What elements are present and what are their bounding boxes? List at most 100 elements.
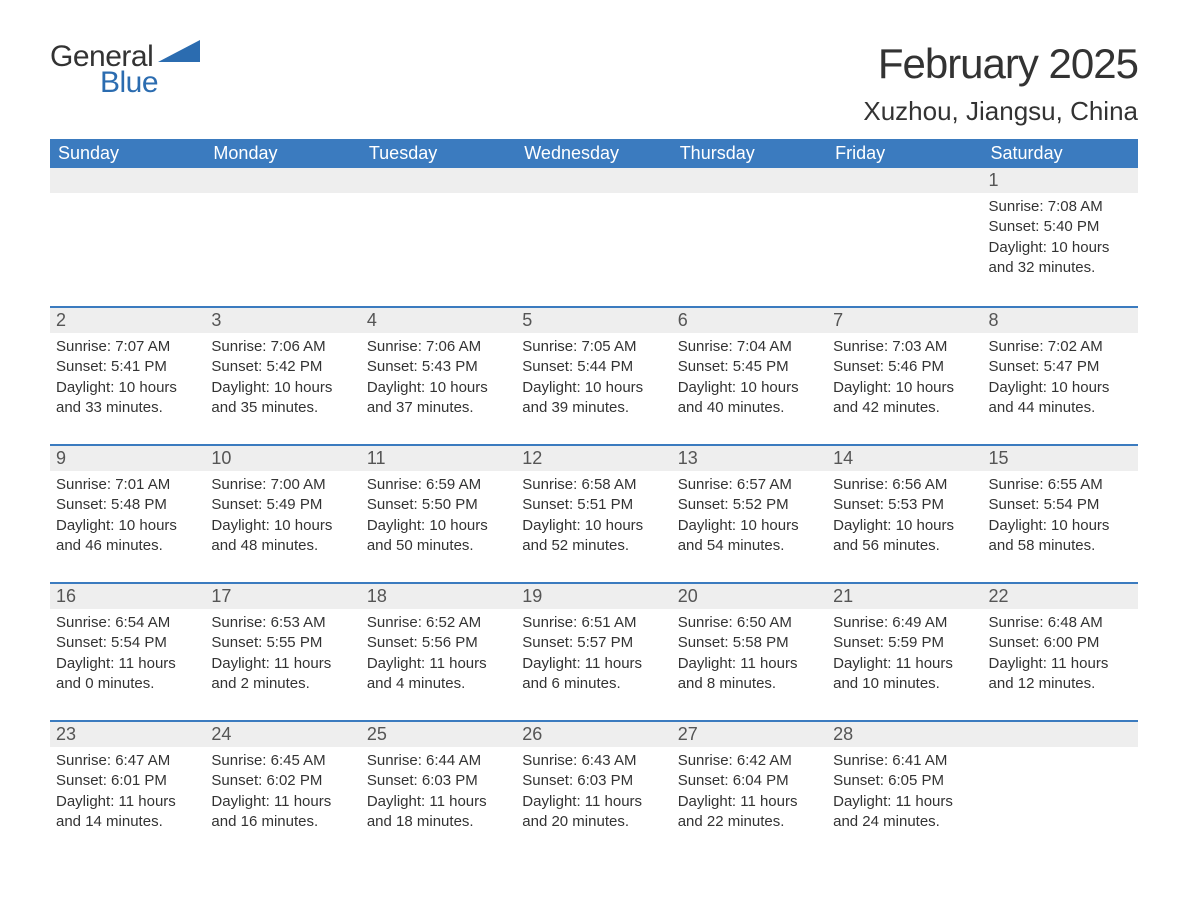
daylight-line: Daylight: 10 hours and 50 minutes. bbox=[367, 516, 510, 557]
daylight-line: Daylight: 11 hours and 6 minutes. bbox=[522, 654, 665, 695]
daylight-line: Daylight: 10 hours and 52 minutes. bbox=[522, 516, 665, 557]
day-body: Sunrise: 6:48 AMSunset: 6:00 PMDaylight:… bbox=[983, 609, 1138, 694]
day-number-row: 15 bbox=[983, 444, 1138, 471]
calendar-day-cell bbox=[361, 168, 516, 306]
sunrise-line: Sunrise: 7:04 AM bbox=[678, 337, 821, 357]
sunrise-line: Sunrise: 6:48 AM bbox=[989, 613, 1132, 633]
day-number: 12 bbox=[516, 446, 671, 471]
calendar-day-cell: 20Sunrise: 6:50 AMSunset: 5:58 PMDayligh… bbox=[672, 582, 827, 720]
sunset-line: Sunset: 6:02 PM bbox=[211, 771, 354, 791]
sunrise-line: Sunrise: 6:55 AM bbox=[989, 475, 1132, 495]
sunset-line: Sunset: 5:57 PM bbox=[522, 633, 665, 653]
daylight-line: Daylight: 11 hours and 12 minutes. bbox=[989, 654, 1132, 695]
day-number-row: 27 bbox=[672, 720, 827, 747]
calendar-day-cell: 13Sunrise: 6:57 AMSunset: 5:52 PMDayligh… bbox=[672, 444, 827, 582]
sunset-line: Sunset: 5:58 PM bbox=[678, 633, 821, 653]
calendar-day-cell: 9Sunrise: 7:01 AMSunset: 5:48 PMDaylight… bbox=[50, 444, 205, 582]
calendar-day-cell bbox=[672, 168, 827, 306]
day-number: 15 bbox=[983, 446, 1138, 471]
sunrise-line: Sunrise: 6:41 AM bbox=[833, 751, 976, 771]
calendar-day-cell: 10Sunrise: 7:00 AMSunset: 5:49 PMDayligh… bbox=[205, 444, 360, 582]
calendar-day-cell: 3Sunrise: 7:06 AMSunset: 5:42 PMDaylight… bbox=[205, 306, 360, 444]
day-number: 6 bbox=[672, 308, 827, 333]
day-body: Sunrise: 6:53 AMSunset: 5:55 PMDaylight:… bbox=[205, 609, 360, 694]
calendar-week-row: 16Sunrise: 6:54 AMSunset: 5:54 PMDayligh… bbox=[50, 582, 1138, 720]
day-number: 24 bbox=[205, 722, 360, 747]
day-number bbox=[50, 168, 205, 193]
calendar-day-cell: 2Sunrise: 7:07 AMSunset: 5:41 PMDaylight… bbox=[50, 306, 205, 444]
day-number-row: 18 bbox=[361, 582, 516, 609]
daylight-line: Daylight: 10 hours and 54 minutes. bbox=[678, 516, 821, 557]
day-number-row: 23 bbox=[50, 720, 205, 747]
daylight-line: Daylight: 10 hours and 33 minutes. bbox=[56, 378, 199, 419]
day-body: Sunrise: 6:55 AMSunset: 5:54 PMDaylight:… bbox=[983, 471, 1138, 556]
daylight-line: Daylight: 10 hours and 42 minutes. bbox=[833, 378, 976, 419]
sunrise-line: Sunrise: 7:00 AM bbox=[211, 475, 354, 495]
day-body: Sunrise: 6:42 AMSunset: 6:04 PMDaylight:… bbox=[672, 747, 827, 832]
sunset-line: Sunset: 5:45 PM bbox=[678, 357, 821, 377]
logo-text-blue: Blue bbox=[100, 66, 200, 100]
sunrise-line: Sunrise: 6:51 AM bbox=[522, 613, 665, 633]
day-number-row: 11 bbox=[361, 444, 516, 471]
daylight-line: Daylight: 10 hours and 32 minutes. bbox=[989, 238, 1132, 279]
day-number-row: 4 bbox=[361, 306, 516, 333]
day-body: Sunrise: 6:49 AMSunset: 5:59 PMDaylight:… bbox=[827, 609, 982, 694]
day-body: Sunrise: 6:54 AMSunset: 5:54 PMDaylight:… bbox=[50, 609, 205, 694]
daylight-line: Daylight: 11 hours and 22 minutes. bbox=[678, 792, 821, 833]
sunrise-line: Sunrise: 6:50 AM bbox=[678, 613, 821, 633]
sunset-line: Sunset: 5:47 PM bbox=[989, 357, 1132, 377]
calendar-day-cell: 15Sunrise: 6:55 AMSunset: 5:54 PMDayligh… bbox=[983, 444, 1138, 582]
day-body: Sunrise: 6:47 AMSunset: 6:01 PMDaylight:… bbox=[50, 747, 205, 832]
sunset-line: Sunset: 5:44 PM bbox=[522, 357, 665, 377]
day-body: Sunrise: 6:51 AMSunset: 5:57 PMDaylight:… bbox=[516, 609, 671, 694]
day-number: 17 bbox=[205, 584, 360, 609]
day-number-row: 8 bbox=[983, 306, 1138, 333]
daylight-line: Daylight: 11 hours and 2 minutes. bbox=[211, 654, 354, 695]
day-number-row: 9 bbox=[50, 444, 205, 471]
calendar-day-cell: 24Sunrise: 6:45 AMSunset: 6:02 PMDayligh… bbox=[205, 720, 360, 858]
day-number-row: 2 bbox=[50, 306, 205, 333]
day-number: 13 bbox=[672, 446, 827, 471]
calendar-week-row: 2Sunrise: 7:07 AMSunset: 5:41 PMDaylight… bbox=[50, 306, 1138, 444]
calendar-week-row: 1Sunrise: 7:08 AMSunset: 5:40 PMDaylight… bbox=[50, 168, 1138, 306]
col-saturday: Saturday bbox=[983, 139, 1138, 168]
calendar-day-cell: 4Sunrise: 7:06 AMSunset: 5:43 PMDaylight… bbox=[361, 306, 516, 444]
sunset-line: Sunset: 5:40 PM bbox=[989, 217, 1132, 237]
day-number-row: 13 bbox=[672, 444, 827, 471]
sunrise-line: Sunrise: 6:47 AM bbox=[56, 751, 199, 771]
daylight-line: Daylight: 10 hours and 56 minutes. bbox=[833, 516, 976, 557]
sunset-line: Sunset: 6:05 PM bbox=[833, 771, 976, 791]
day-body: Sunrise: 7:02 AMSunset: 5:47 PMDaylight:… bbox=[983, 333, 1138, 418]
day-number: 16 bbox=[50, 584, 205, 609]
day-number-row bbox=[983, 720, 1138, 747]
day-number-row bbox=[50, 168, 205, 193]
day-body: Sunrise: 6:52 AMSunset: 5:56 PMDaylight:… bbox=[361, 609, 516, 694]
sunset-line: Sunset: 5:50 PM bbox=[367, 495, 510, 515]
day-number-row: 12 bbox=[516, 444, 671, 471]
day-number: 21 bbox=[827, 584, 982, 609]
sunset-line: Sunset: 5:54 PM bbox=[989, 495, 1132, 515]
day-number bbox=[205, 168, 360, 193]
day-body: Sunrise: 6:58 AMSunset: 5:51 PMDaylight:… bbox=[516, 471, 671, 556]
day-body: Sunrise: 6:59 AMSunset: 5:50 PMDaylight:… bbox=[361, 471, 516, 556]
day-number bbox=[983, 722, 1138, 747]
daylight-line: Daylight: 10 hours and 48 minutes. bbox=[211, 516, 354, 557]
col-tuesday: Tuesday bbox=[361, 139, 516, 168]
day-body: Sunrise: 7:08 AMSunset: 5:40 PMDaylight:… bbox=[983, 193, 1138, 278]
day-body: Sunrise: 6:57 AMSunset: 5:52 PMDaylight:… bbox=[672, 471, 827, 556]
calendar-day-cell: 26Sunrise: 6:43 AMSunset: 6:03 PMDayligh… bbox=[516, 720, 671, 858]
sunset-line: Sunset: 5:52 PM bbox=[678, 495, 821, 515]
sunset-line: Sunset: 6:03 PM bbox=[367, 771, 510, 791]
calendar-day-cell: 5Sunrise: 7:05 AMSunset: 5:44 PMDaylight… bbox=[516, 306, 671, 444]
daylight-line: Daylight: 11 hours and 24 minutes. bbox=[833, 792, 976, 833]
calendar-day-cell: 1Sunrise: 7:08 AMSunset: 5:40 PMDaylight… bbox=[983, 168, 1138, 306]
calendar-day-cell bbox=[205, 168, 360, 306]
calendar-day-cell: 7Sunrise: 7:03 AMSunset: 5:46 PMDaylight… bbox=[827, 306, 982, 444]
calendar-day-cell: 16Sunrise: 6:54 AMSunset: 5:54 PMDayligh… bbox=[50, 582, 205, 720]
sunrise-line: Sunrise: 6:54 AM bbox=[56, 613, 199, 633]
daylight-line: Daylight: 11 hours and 16 minutes. bbox=[211, 792, 354, 833]
day-number: 11 bbox=[361, 446, 516, 471]
day-number bbox=[516, 168, 671, 193]
day-number-row bbox=[827, 168, 982, 193]
day-body: Sunrise: 7:05 AMSunset: 5:44 PMDaylight:… bbox=[516, 333, 671, 418]
